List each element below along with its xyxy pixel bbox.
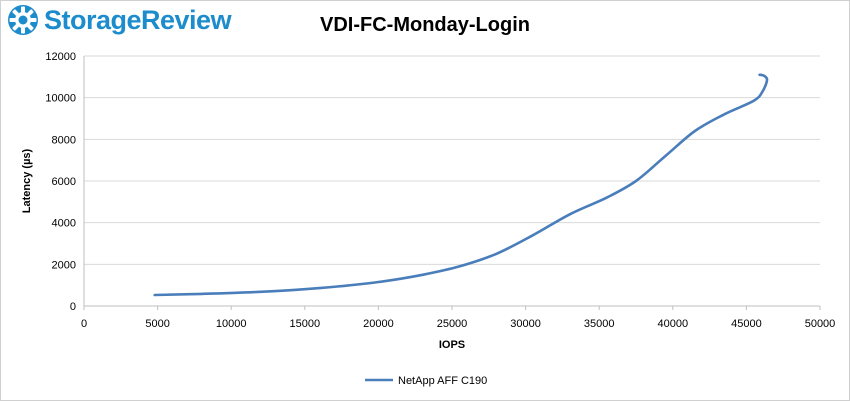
axes: [83, 56, 821, 310]
y-tick-label: 10000: [45, 93, 76, 105]
x-tick-label: 20000: [363, 318, 394, 330]
y-tick-label: 6000: [52, 176, 76, 188]
chart-title: VDI-FC-Monday-Login: [320, 14, 530, 36]
series-line-0: [153, 73, 769, 297]
brand-name: StorageReview: [44, 4, 232, 35]
x-tick-label: 10000: [216, 318, 247, 330]
x-tick-label: 0: [81, 318, 87, 330]
x-tick-label: 40000: [658, 318, 689, 330]
y-tick-label: 0: [70, 301, 76, 313]
y-tick-label: 8000: [52, 134, 76, 146]
y-tick-label: 12000: [45, 51, 76, 63]
x-axis-title: IOPS: [439, 339, 465, 351]
storagereview-gear-logo-icon: [8, 5, 38, 35]
x-tick-label: 35000: [584, 318, 615, 330]
legend: NetApp AFF C190: [365, 375, 487, 387]
x-tick-label: 45000: [731, 318, 762, 330]
x-tick-label: 5000: [145, 318, 169, 330]
x-tick-label: 30000: [510, 318, 541, 330]
x-tick-labels: 0 5000 10000 15000 20000 25000 30000 35000 40000…: [81, 318, 835, 330]
series-lines: [153, 73, 769, 297]
gridlines: [84, 55, 820, 265]
y-tick-label: 4000: [52, 218, 76, 230]
y-tick-label: 2000: [52, 259, 76, 271]
x-tick-label: 25000: [437, 318, 468, 330]
y-axis-title: Latency (µs): [21, 148, 33, 213]
y-tick-labels: 0 2000 4000 6000 8000 10000 12000: [45, 51, 76, 313]
brand-logo: StorageReview: [6, 2, 232, 38]
x-tick-label: 15000: [290, 318, 321, 330]
legend-label: NetApp AFF C190: [398, 375, 487, 387]
x-tick-label: 50000: [805, 318, 836, 330]
